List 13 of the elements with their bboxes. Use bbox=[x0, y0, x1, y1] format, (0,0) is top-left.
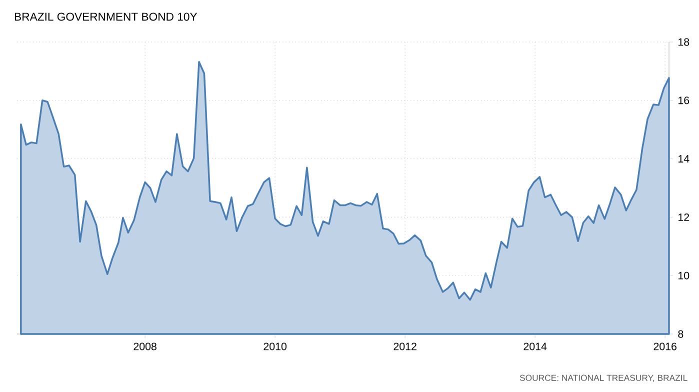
y-tick-label: 10 bbox=[678, 272, 690, 280]
source-note: SOURCE: NATIONAL TREASURY, BRAZIL bbox=[520, 374, 688, 382]
y-tick-label: 12 bbox=[678, 213, 690, 221]
chart-title: BRAZIL GOVERNMENT BOND 10Y bbox=[14, 12, 198, 21]
x-tick-label: 2008 bbox=[134, 342, 156, 350]
x-tick-label: 2010 bbox=[264, 342, 287, 350]
y-tick-label: 18 bbox=[678, 38, 690, 46]
y-tick-label: 8 bbox=[678, 330, 684, 338]
x-tick-label: 2016 bbox=[654, 342, 676, 350]
x-tick-label: 2014 bbox=[524, 342, 547, 350]
x-tick-label: 2012 bbox=[394, 342, 416, 350]
y-tick-label: 16 bbox=[678, 96, 690, 104]
y-tick-label: 14 bbox=[678, 155, 690, 162]
